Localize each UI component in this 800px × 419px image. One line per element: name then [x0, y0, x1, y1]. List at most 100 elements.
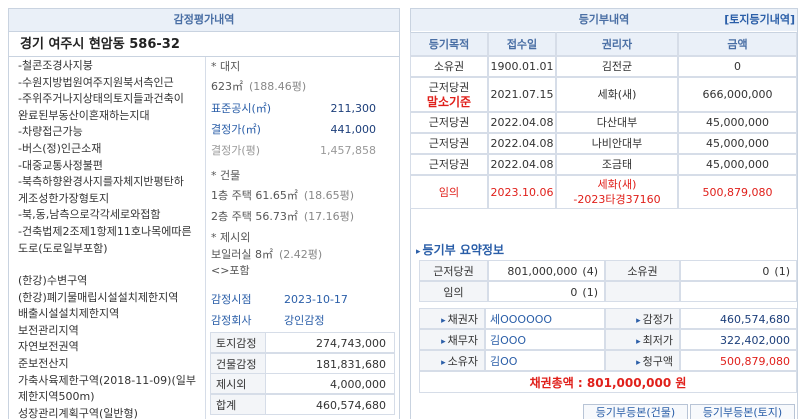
cell-text: 2021.07.15 — [490, 88, 554, 101]
registry-cell: 근저당권 — [410, 154, 488, 175]
registry-cell: 45,000,000 — [678, 112, 797, 133]
summary-count: (1) — [774, 265, 790, 278]
registry-cell: 다산대부 — [556, 112, 678, 133]
area: 623㎡ — [211, 80, 243, 93]
cell-text: 다산대부 — [596, 116, 638, 129]
info-value: 강인감정 — [284, 314, 325, 327]
zoning-line: (한강)수변구역 — [18, 274, 88, 287]
registry-cell: 500,879,080 — [678, 175, 797, 209]
cell-text: 근저당권 — [428, 158, 470, 171]
column-header: 권리자 — [556, 32, 678, 56]
price-value: 211,300 — [330, 102, 377, 115]
summary-label: 소유권 — [605, 260, 680, 281]
registry-cell: 임의 — [410, 175, 488, 209]
empty-cell — [680, 281, 797, 302]
building-heading: * 건물 — [211, 169, 241, 182]
registry-cell: 45,000,000 — [678, 133, 797, 154]
note-line: 도로(도로일부포함) — [18, 241, 108, 255]
registry-cell: 조금태 — [556, 154, 678, 175]
info-label: 감정시점 — [211, 293, 252, 306]
registry-cell: 나비안대부 — [556, 133, 678, 154]
cell-text: 45,000,000 — [706, 116, 769, 129]
cell-text: 김전균 — [601, 60, 633, 73]
note-line: -건축법제2조제1항제11호나목에따른 — [18, 225, 192, 238]
summary-title: 등기부 요약정보 — [416, 240, 616, 260]
info-value: 2023-10-17 — [284, 293, 348, 306]
total-value: 274,743,000 — [265, 332, 395, 353]
price-value: 1,457,858 — [320, 144, 376, 157]
price-label: 결정가(㎡) — [211, 123, 261, 136]
amount-value: 460,574,680 — [680, 308, 797, 329]
amount-value: 500,879,080 — [680, 350, 797, 371]
cell-text: 2023.10.06 — [490, 185, 554, 199]
registry-cell: 2022.04.08 — [488, 133, 556, 154]
registry-cell: 2021.07.15 — [488, 77, 556, 112]
party-label: 채무자 — [419, 329, 485, 350]
cell-text: 말소기준 — [426, 94, 472, 109]
cell-text: 세화(새) — [597, 88, 637, 101]
party-label: 소유자 — [419, 350, 485, 371]
registry-cell: 근저당권 말소기준 — [410, 77, 488, 112]
zoning-line: (한강)폐기물매립시설설치제한지역 — [18, 290, 179, 304]
extra-note: <>포함 — [211, 264, 250, 277]
note-line: 게조성한가장형토지 — [18, 191, 110, 205]
registry-cell: 0 — [678, 56, 797, 77]
cell-text: 500,879,080 — [702, 185, 773, 199]
amount-label: 청구액 — [605, 350, 680, 371]
note-line: -북측하향완경사지를자체지반평탄하 — [18, 175, 184, 189]
cell-text: 근저당권 — [428, 116, 470, 129]
registry-cell: 45,000,000 — [678, 154, 797, 175]
party-label: 채권자 — [419, 308, 485, 329]
zoning-line: 보전관리지역 — [18, 323, 79, 337]
cell-text: 45,000,000 — [706, 158, 769, 171]
column-header: 금액 — [678, 32, 797, 56]
registry-cell: 666,000,000 — [678, 77, 797, 112]
note-line: -버스(정)인근소재 — [18, 142, 102, 155]
zoning-line: 제한지역500m) — [18, 390, 95, 404]
cell-text: 소유권 — [433, 60, 465, 73]
building-pyeong: (17.16평) — [303, 210, 355, 223]
party-value: 세OOOOOO — [485, 308, 605, 329]
panel-header: 등기부내역 — [411, 9, 797, 31]
registry-cell: 세화(새) — [556, 77, 678, 112]
total-value: 460,574,680 — [265, 393, 395, 415]
summary-amount: 0 — [762, 265, 770, 278]
extra-area: 보일러실 8㎡ — [211, 248, 273, 261]
summary-label: 근저당권 — [419, 260, 488, 281]
registry-cell: 근저당권 — [410, 133, 488, 154]
cell-text: 666,000,000 — [702, 88, 773, 101]
total-value: 4,000,000 — [265, 373, 395, 394]
doc-button[interactable]: 등기부등본(건물) — [583, 404, 688, 419]
column-header: 등기목적 — [410, 32, 488, 56]
info-label: 감정회사 — [211, 314, 252, 327]
note-line: -주위주거나지상태의토지들과건축이 — [18, 92, 184, 106]
summary-value: 0 (1) — [488, 281, 605, 302]
extra-pyeong: (2.42평) — [278, 248, 323, 261]
registry-link[interactable]: [토지등기내역] — [724, 13, 795, 26]
cell-text: 2022.04.08 — [490, 158, 554, 171]
area-pyeong: (188.46평) — [249, 80, 307, 93]
registry-cell: 2022.04.08 — [488, 112, 556, 133]
note-line: 완료된부동산이혼재하는지대 — [18, 108, 150, 122]
summary-amount: 0 — [570, 286, 578, 299]
registry-cell: 김전균 — [556, 56, 678, 77]
registry-cell: 1900.01.01 — [488, 56, 556, 77]
total-label: 제시외 — [210, 373, 266, 394]
summary-value: 801,000,000 (4) — [488, 260, 605, 281]
extra: 보일러실 8㎡ (2.42평) — [211, 247, 396, 263]
cell-text: -2023타경37160 — [573, 193, 661, 206]
zoning-line: 준보전산지 — [18, 357, 69, 370]
summary-count: (4) — [582, 265, 598, 278]
doc-button[interactable]: 등기부등본(토지) — [690, 404, 795, 419]
party-value: 김OO — [485, 350, 605, 371]
total-value: 181,831,680 — [265, 352, 395, 374]
price-value: 441,000 — [330, 123, 377, 136]
party-value: 김OOO — [485, 329, 605, 350]
building: 2층 주택 56.73㎡ (17.16평) — [211, 208, 396, 226]
total-label: 합계 — [210, 393, 266, 415]
cell-text: 2022.04.08 — [490, 116, 554, 129]
building-pyeong: (18.65평) — [303, 189, 355, 202]
land-heading: * 대지 — [211, 60, 241, 73]
building-area: 1층 주택 61.65㎡ — [211, 189, 298, 202]
